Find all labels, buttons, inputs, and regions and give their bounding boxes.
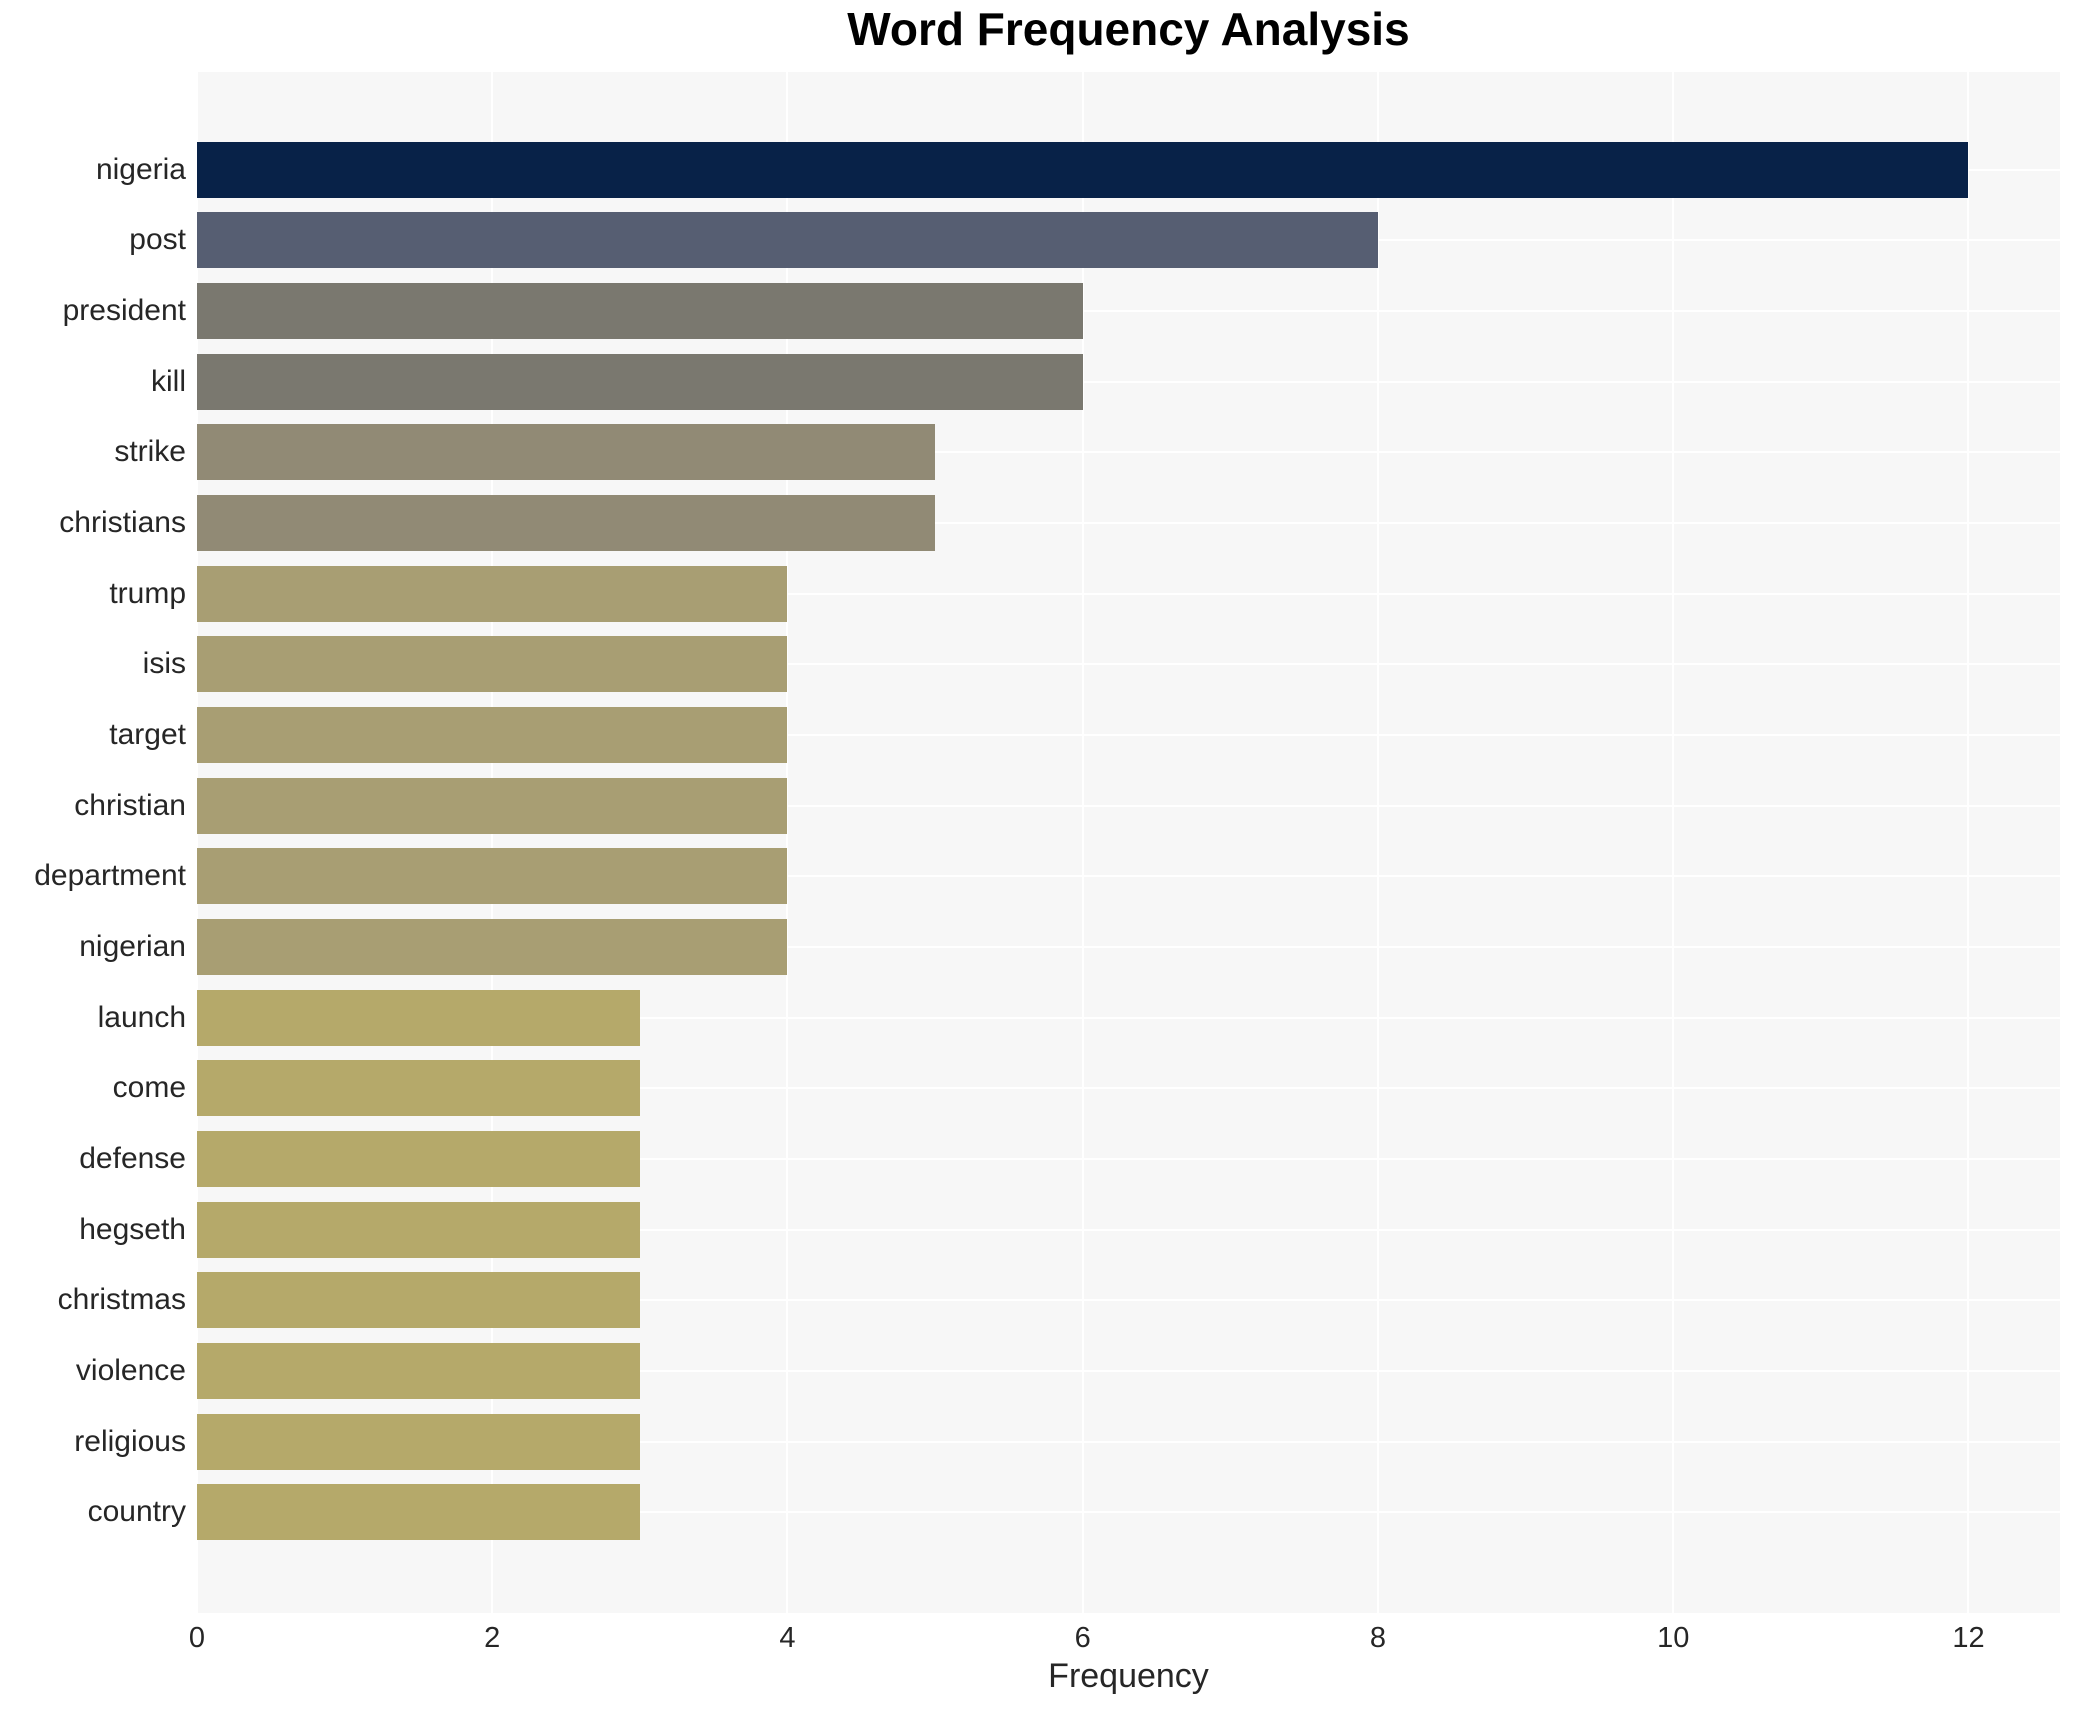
bar-christmas [197,1272,640,1329]
y-tick-label-kill: kill [151,364,186,398]
bar-target [197,706,788,763]
y-gridline [197,663,2060,666]
y-tick-label-isis: isis [142,647,186,681]
y-gridline [197,875,2060,878]
bar-trump [197,565,788,622]
y-gridline [197,733,2060,736]
y-gridline [197,1158,2060,1161]
x-gridline [196,72,198,1613]
chart-title: Word Frequency Analysis [847,3,1410,55]
y-tick-label-nigeria: nigeria [95,152,186,186]
x-tick-label: 0 [188,1622,206,1654]
y-tick-label-country: country [87,1495,186,1529]
x-tick-label: 2 [484,1622,501,1654]
y-gridline [197,1299,2060,1302]
y-gridline [197,309,2060,312]
y-gridline [197,521,2060,524]
y-gridline [197,1228,2060,1231]
bar-religious [197,1413,640,1470]
x-gridline [1967,72,1970,1613]
x-tick-label: 10 [1657,1622,1690,1654]
bar-country [197,1484,640,1541]
y-gridline [197,945,2060,948]
y-tick-label-president: president [62,293,186,327]
bar-president [197,282,1083,339]
bar-come [197,1060,640,1117]
bar-nigerian [197,918,788,975]
bar-nigeria [197,141,1969,198]
y-gridline [197,1440,2060,1443]
bar-department [197,848,788,905]
y-tick-label-defense: defense [79,1142,186,1176]
bar-kill [197,353,1083,410]
bar-strike [197,424,936,481]
x-tick-label: 12 [1952,1622,1985,1654]
x-tick-label: 8 [1369,1622,1387,1654]
y-gridline [197,592,2060,595]
bar-hegseth [197,1201,640,1258]
bar-christian [197,777,788,834]
y-gridline [197,1511,2060,1514]
bar-defense [197,1131,640,1188]
x-gridline [1672,72,1675,1613]
x-tick-label: 4 [779,1622,796,1654]
bar-isis [197,636,788,693]
bar-post [197,212,1378,269]
y-tick-label-christmas: christmas [57,1283,186,1317]
y-tick-label-christian: christian [74,788,186,822]
x-gridline [786,72,789,1613]
x-axis-label: Frequency [1048,1657,1209,1695]
y-tick-label-department: department [34,859,186,893]
bar-violence [197,1343,640,1400]
y-gridline [197,1016,2060,1019]
y-tick-label-christians: christians [59,505,186,539]
x-gridline [1081,72,1084,1613]
y-gridline [197,1087,2060,1090]
y-tick-label-hegseth: hegseth [79,1212,186,1246]
x-gridline [491,72,494,1613]
y-tick-label-launch: launch [97,1000,186,1034]
y-tick-label-religious: religious [74,1424,186,1458]
y-tick-label-target: target [109,717,186,751]
y-gridline [197,380,2060,383]
y-tick-label-come: come [112,1071,186,1105]
x-tick-label: 6 [1074,1622,1091,1654]
x-gridline [1376,72,1379,1613]
y-gridline [197,804,2060,807]
y-tick-label-strike: strike [114,435,186,469]
y-gridline [197,1370,2060,1373]
bar-launch [197,989,640,1046]
plot-area [196,72,2060,1613]
y-tick-label-nigerian: nigerian [79,929,186,963]
y-tick-label-violence: violence [75,1354,186,1388]
bar-christians [197,494,936,551]
y-tick-label-post: post [129,223,186,257]
y-gridline [197,451,2060,454]
y-tick-label-trump: trump [109,576,186,610]
